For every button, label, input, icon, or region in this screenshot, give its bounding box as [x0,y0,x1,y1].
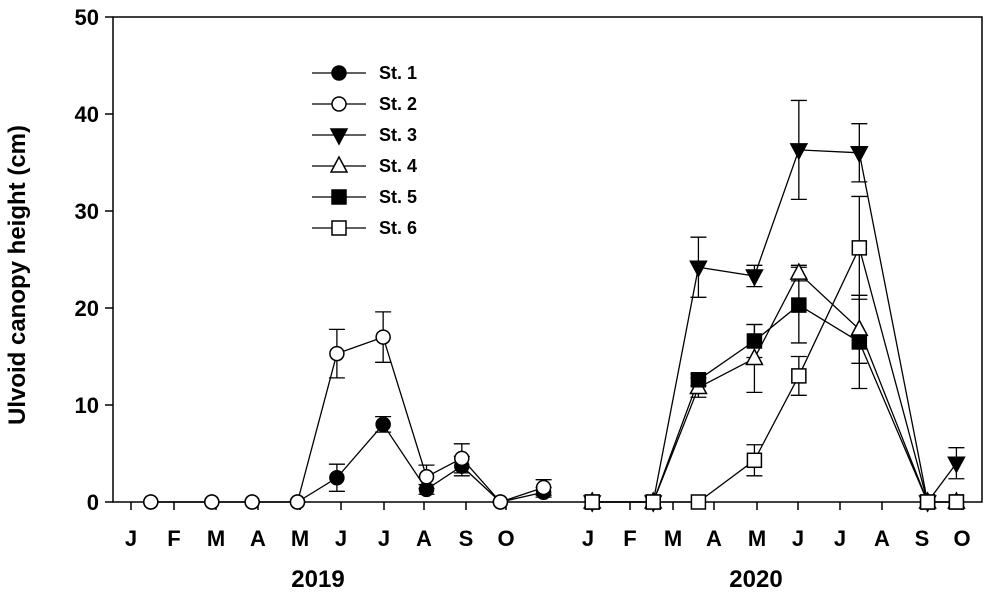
data-point [791,297,807,313]
legend-marker [331,96,347,112]
series-line-6 [592,245,957,503]
data-point [418,469,435,485]
data-point [850,146,869,164]
data-point [584,494,600,510]
x-tick-label: J [125,526,137,551]
data-point [329,345,345,362]
data-point [851,240,868,256]
data-point [745,269,764,287]
x-tick-label: F [167,526,180,551]
data-point [789,262,809,280]
x-tick-label: J [834,526,846,551]
data-point [289,494,306,510]
legend-label: St. 1 [379,63,417,83]
data-point [454,450,470,467]
series-line-3 [592,149,957,504]
y-tick-label: 0 [87,490,99,515]
data-point [244,494,260,510]
legend-label: St. 4 [379,156,417,176]
data-point [789,143,809,161]
x-tick-label: M [664,526,682,551]
series-line-5 [592,304,957,503]
data-point [919,494,936,510]
data-point [204,494,220,510]
y-tick-label: 10 [75,393,99,418]
data-point [492,494,509,510]
data-point [329,470,345,486]
y-axis-title: Ulvoid canopy height (cm) [4,125,31,425]
legend-label: St. 5 [379,187,417,207]
x-tick-label: S [459,526,474,551]
legend-marker [329,155,349,173]
legend-marker [329,128,349,146]
plot-frame [112,16,983,503]
x-tick-label: A [706,526,722,551]
data-point [689,260,708,278]
data-point [851,334,868,350]
data-point [746,452,763,469]
data-point [745,347,764,366]
y-tick-label: 30 [75,199,99,224]
series-line-2 [150,336,544,503]
y-tick-label: 40 [75,102,99,127]
data-point [948,494,965,510]
x-tick-label: A [874,526,890,551]
data-point [791,368,807,384]
data-point [850,318,869,337]
series-line-4 [592,272,957,503]
x-tick-label: J [582,526,594,551]
data-point [143,494,159,510]
series-line-1 [150,423,544,503]
x-tick-label: A [416,526,432,551]
legend-marker [331,220,347,236]
x-tick-label: J [792,526,804,551]
data-point [690,494,707,510]
x-tick-label: J [378,526,390,551]
x-tick-label: F [623,526,636,551]
data-point [645,494,661,510]
x-tick-label: S [915,526,930,551]
data-point [375,329,391,345]
legend-label: St. 6 [379,218,417,238]
x-tick-label: J [335,526,347,551]
legend-marker [331,189,347,205]
x-tick-label: M [748,526,766,551]
x-tick-label: O [953,526,970,551]
data-point [535,479,552,496]
legend-marker [331,65,347,81]
data-point [375,416,391,433]
x-group-label: 2020 [729,566,782,593]
x-tick-label: M [291,526,309,551]
data-point [690,372,707,388]
data-point [746,333,763,349]
legend-label: St. 3 [379,125,417,145]
data-point [947,456,966,474]
y-tick-label: 50 [75,5,99,30]
x-group-label: 2019 [291,566,344,593]
y-tick-label: 20 [75,296,99,321]
legend-label: St. 2 [379,94,417,114]
x-tick-label: O [497,526,514,551]
x-tick-label: M [207,526,225,551]
x-tick-label: A [250,526,266,551]
